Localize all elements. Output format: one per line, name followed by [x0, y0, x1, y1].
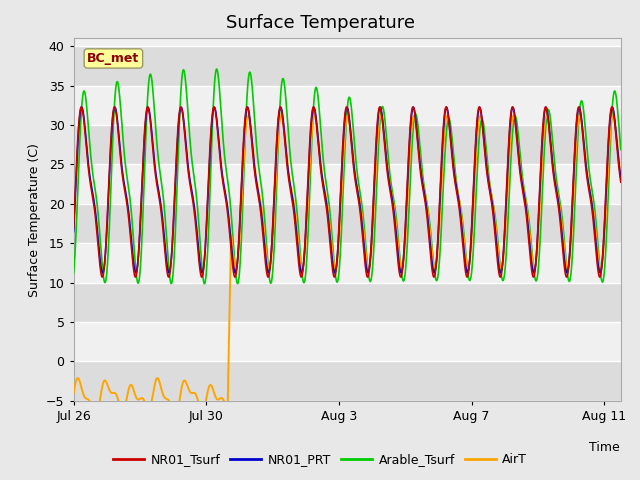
- Bar: [74, 165, 621, 204]
- Text: BC_met: BC_met: [87, 52, 140, 65]
- Bar: [74, 243, 621, 283]
- X-axis label: Time: Time: [589, 441, 620, 454]
- Bar: [74, 125, 621, 165]
- Bar: [74, 204, 621, 243]
- Bar: [74, 85, 621, 125]
- Bar: [74, 322, 621, 361]
- Bar: [74, 361, 621, 401]
- Text: Surface Temperature: Surface Temperature: [225, 14, 415, 33]
- Y-axis label: Surface Temperature (C): Surface Temperature (C): [28, 143, 40, 297]
- Legend: NR01_Tsurf, NR01_PRT, Arable_Tsurf, AirT: NR01_Tsurf, NR01_PRT, Arable_Tsurf, AirT: [108, 448, 532, 471]
- Bar: [74, 283, 621, 322]
- Bar: [74, 46, 621, 85]
